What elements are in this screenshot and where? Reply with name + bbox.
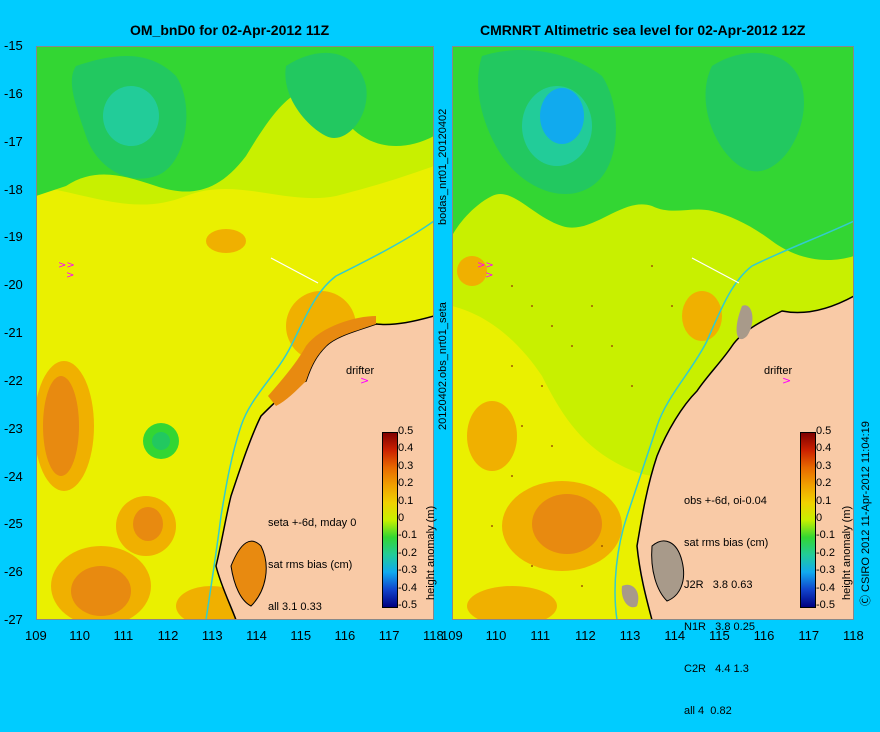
x-tick-label: 117 [378,628,400,643]
x-tick-label: 115 [709,628,730,643]
x-tick-label: 114 [246,628,267,643]
y-tick-label: -20 [4,277,23,293]
right-info-text: obs +-6d, oi-0.04 sat rms bias (cm) J2R … [684,495,769,717]
y-tick-label: -22 [4,372,23,388]
svg-text:>: > [782,374,791,387]
svg-text:>: > [66,270,74,281]
x-tick-label: 109 [441,628,463,643]
colorbar-tick-label: -0.3 [398,564,417,577]
svg-text:>>: >> [477,260,494,271]
x-tick-label: 114 [664,628,686,643]
svg-text:>: > [360,374,369,387]
y-tick-label: -17 [4,133,23,149]
drifter-label-left: drifter [346,365,375,377]
x-tick-label: 112 [157,628,179,643]
colorbar-right [800,432,816,608]
colorbar-tick-label: -0.3 [816,564,835,577]
colorbar-tick-label: 0.4 [816,442,832,455]
x-tick-label: 110 [485,628,507,643]
x-tick-label: 111 [530,628,551,643]
colorbar-tick-label: -0.4 [398,581,417,594]
y-tick-label: -19 [4,229,23,245]
model-run-label: bodas_nrt01_20120402 [437,108,449,225]
x-tick-label: 116 [334,628,356,643]
y-tick-label: -15 [4,38,23,53]
x-tick-label: 118 [423,628,444,643]
colorbar-label-left: height anomaly (m) [425,505,437,600]
y-tick-label: -26 [4,564,23,580]
colorbar-tick-label: 0.2 [816,477,832,490]
colorbar-tick-label: -0.1 [398,529,417,542]
x-tick-label: 118 [843,628,864,643]
colorbar-tick-label: -0.1 [816,529,835,542]
x-tick-label: 113 [201,628,223,643]
x-tick-label: 112 [575,628,596,643]
colorbar-tick-label: -0.4 [816,581,835,594]
colorbar-tick-label: 0.1 [398,494,414,507]
left-info-text: seta +-6d, mday 0 sat rms bias (cm) all … [268,517,357,613]
colorbar-tick-label: 0.5 [816,425,832,437]
y-tick-label: -18 [4,181,23,197]
colorbar-tick-label: 0.3 [398,459,414,472]
colorbar-tick-label: 0.5 [398,425,414,437]
drifter-label-right: drifter [764,365,793,377]
colorbar-tick-label: 0.3 [816,459,832,472]
colorbar-tick-label: -0.5 [398,599,417,611]
left-map-panel: >> > > [36,46,434,620]
y-tick-label: -25 [4,516,23,532]
x-tick-label: 115 [290,628,312,643]
right-map: >> > > [452,46,854,620]
colorbar-label-right: height anomaly (m) [841,505,853,600]
y-tick-label: -24 [4,468,23,484]
colorbar-tick-label: 0 [816,512,823,524]
right-panel-title: CMRNRT Altimetric sea level for 02-Apr-2… [480,22,806,38]
colorbar-tick-label: 0.1 [816,494,832,507]
colorbar-tick-label: -0.2 [816,546,835,559]
credit-text: Ⓒ CSIRO 2012 11-Apr-2012 11:04:19 [860,421,872,606]
left-map: >> > > [36,46,434,620]
right-map-panel: >> > > [452,46,854,620]
colorbar-left [382,432,398,608]
x-tick-label: 111 [113,628,134,643]
x-tick-label: 109 [25,628,47,643]
colorbar-tick-label: 0.4 [398,442,414,455]
colorbar-tick-label: 0.2 [398,477,414,490]
svg-text:>>: >> [58,260,75,271]
colorbar-tick-label: -0.2 [398,546,417,559]
y-tick-label: -21 [4,325,23,340]
x-tick-label: 113 [619,628,641,643]
x-tick-label: 117 [798,628,820,643]
colorbar-tick-label: 0 [398,512,405,524]
left-panel-title: OM_bnD0 for 02-Apr-2012 11Z [130,22,330,38]
x-tick-label: 110 [69,628,90,643]
y-tick-label: -27 [4,612,23,627]
y-tick-label: -23 [4,420,23,436]
svg-text:>: > [485,270,493,281]
y-tick-label: -16 [4,85,23,101]
x-tick-label: 116 [753,628,775,643]
obs-file-label: 20120402.obs_nrt01_seta [437,302,449,430]
colorbar-tick-label: -0.5 [816,599,835,611]
